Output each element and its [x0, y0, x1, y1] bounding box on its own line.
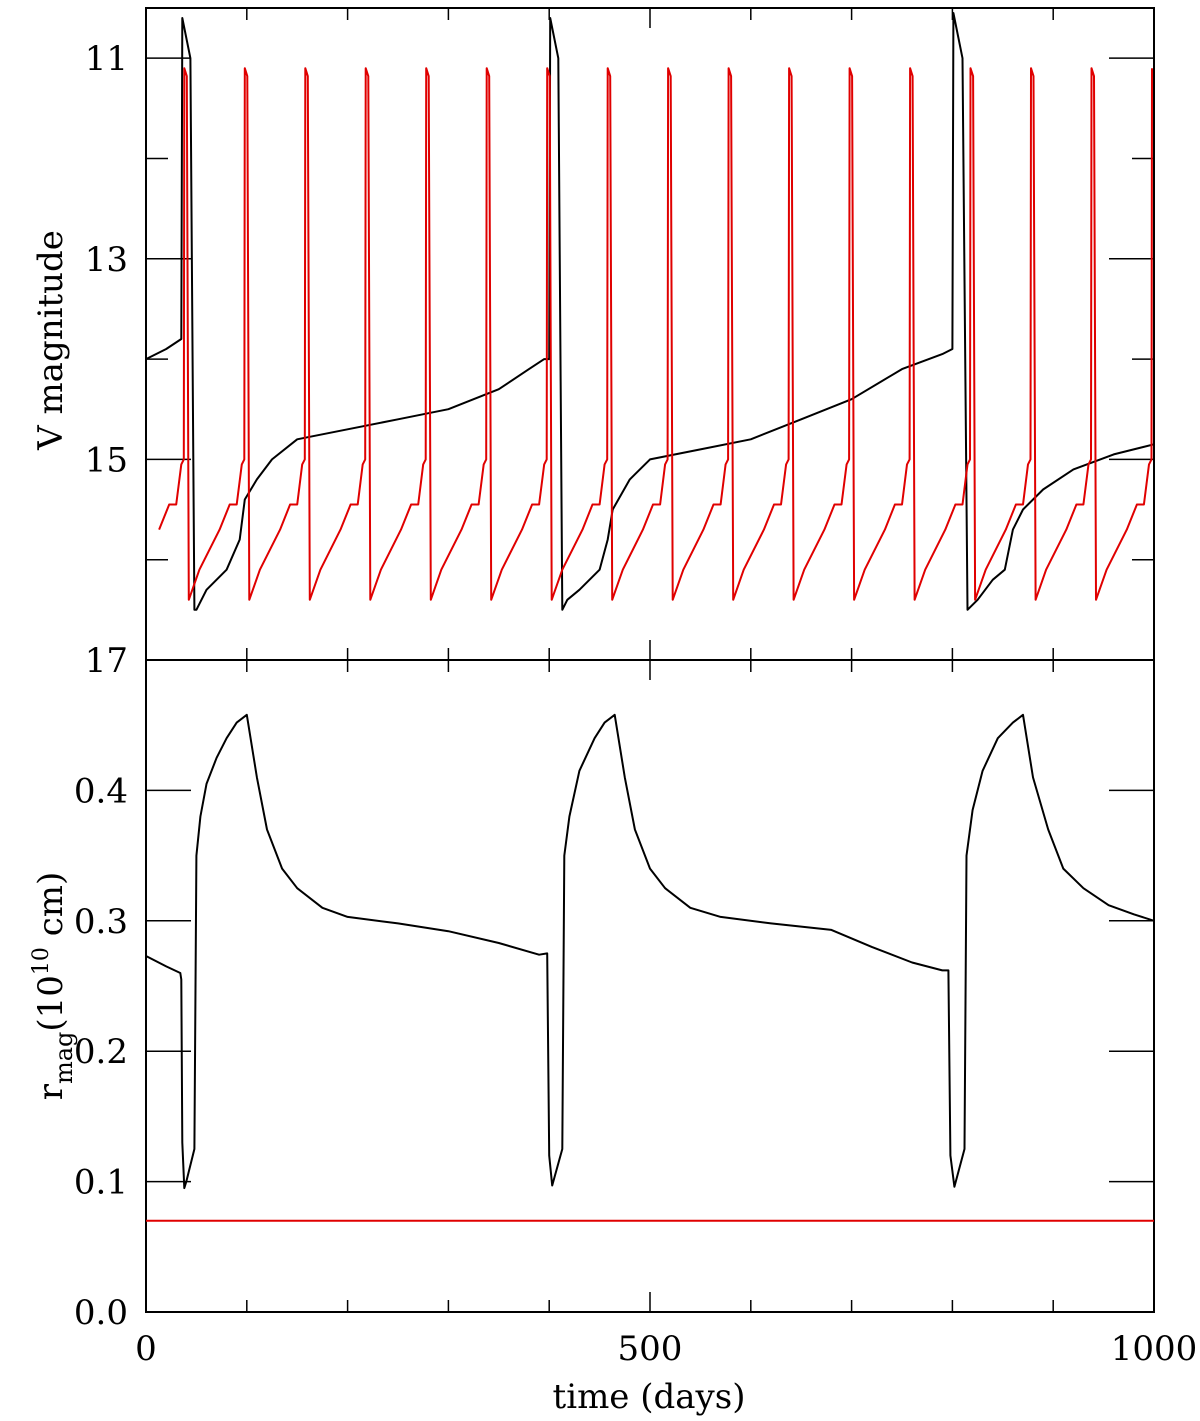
y-label-main: r	[31, 1083, 71, 1100]
y-tick-label: 0.3	[74, 902, 128, 942]
bottom-y-axis-label: rmag(1010 cm)	[29, 872, 78, 1101]
x-tick-label: 1000	[1111, 1329, 1198, 1369]
y-tick-label: 0.2	[74, 1032, 128, 1072]
bottom-panel-r-mag: 0.0 0.1 0.2 0.3 0.4 0 500 1000	[74, 659, 1198, 1369]
y-label-unit-prefix: (10	[31, 975, 71, 1032]
plot-frame	[145, 659, 1155, 1313]
top-y-axis-label: V magnitude	[31, 230, 71, 451]
black-series-line	[145, 713, 1155, 1190]
y-tick-label: 0.4	[74, 771, 128, 811]
plot-frame	[145, 7, 1155, 661]
y-label-unit-exponent: 10	[29, 947, 54, 975]
y-tick-label: 0.0	[74, 1293, 128, 1333]
top-panel-v-magnitude: 11 13 15 17	[85, 7, 1155, 681]
x-axis-label: time (days)	[553, 1377, 746, 1417]
x-tick-label: 500	[618, 1329, 683, 1369]
y-label-subscript: mag	[50, 1032, 78, 1084]
black-series-line	[145, 12, 1155, 611]
y-tick-label: 0.1	[74, 1163, 128, 1203]
y-tick-label: 11	[85, 39, 128, 79]
y-tick-label: 17	[85, 641, 128, 681]
red-series-line	[158, 67, 1153, 601]
y-tick-label: 13	[85, 240, 128, 280]
x-tick-label: 0	[135, 1329, 157, 1369]
y-tick-label: 15	[85, 440, 128, 480]
y-label-unit-suffix: cm)	[31, 872, 71, 947]
